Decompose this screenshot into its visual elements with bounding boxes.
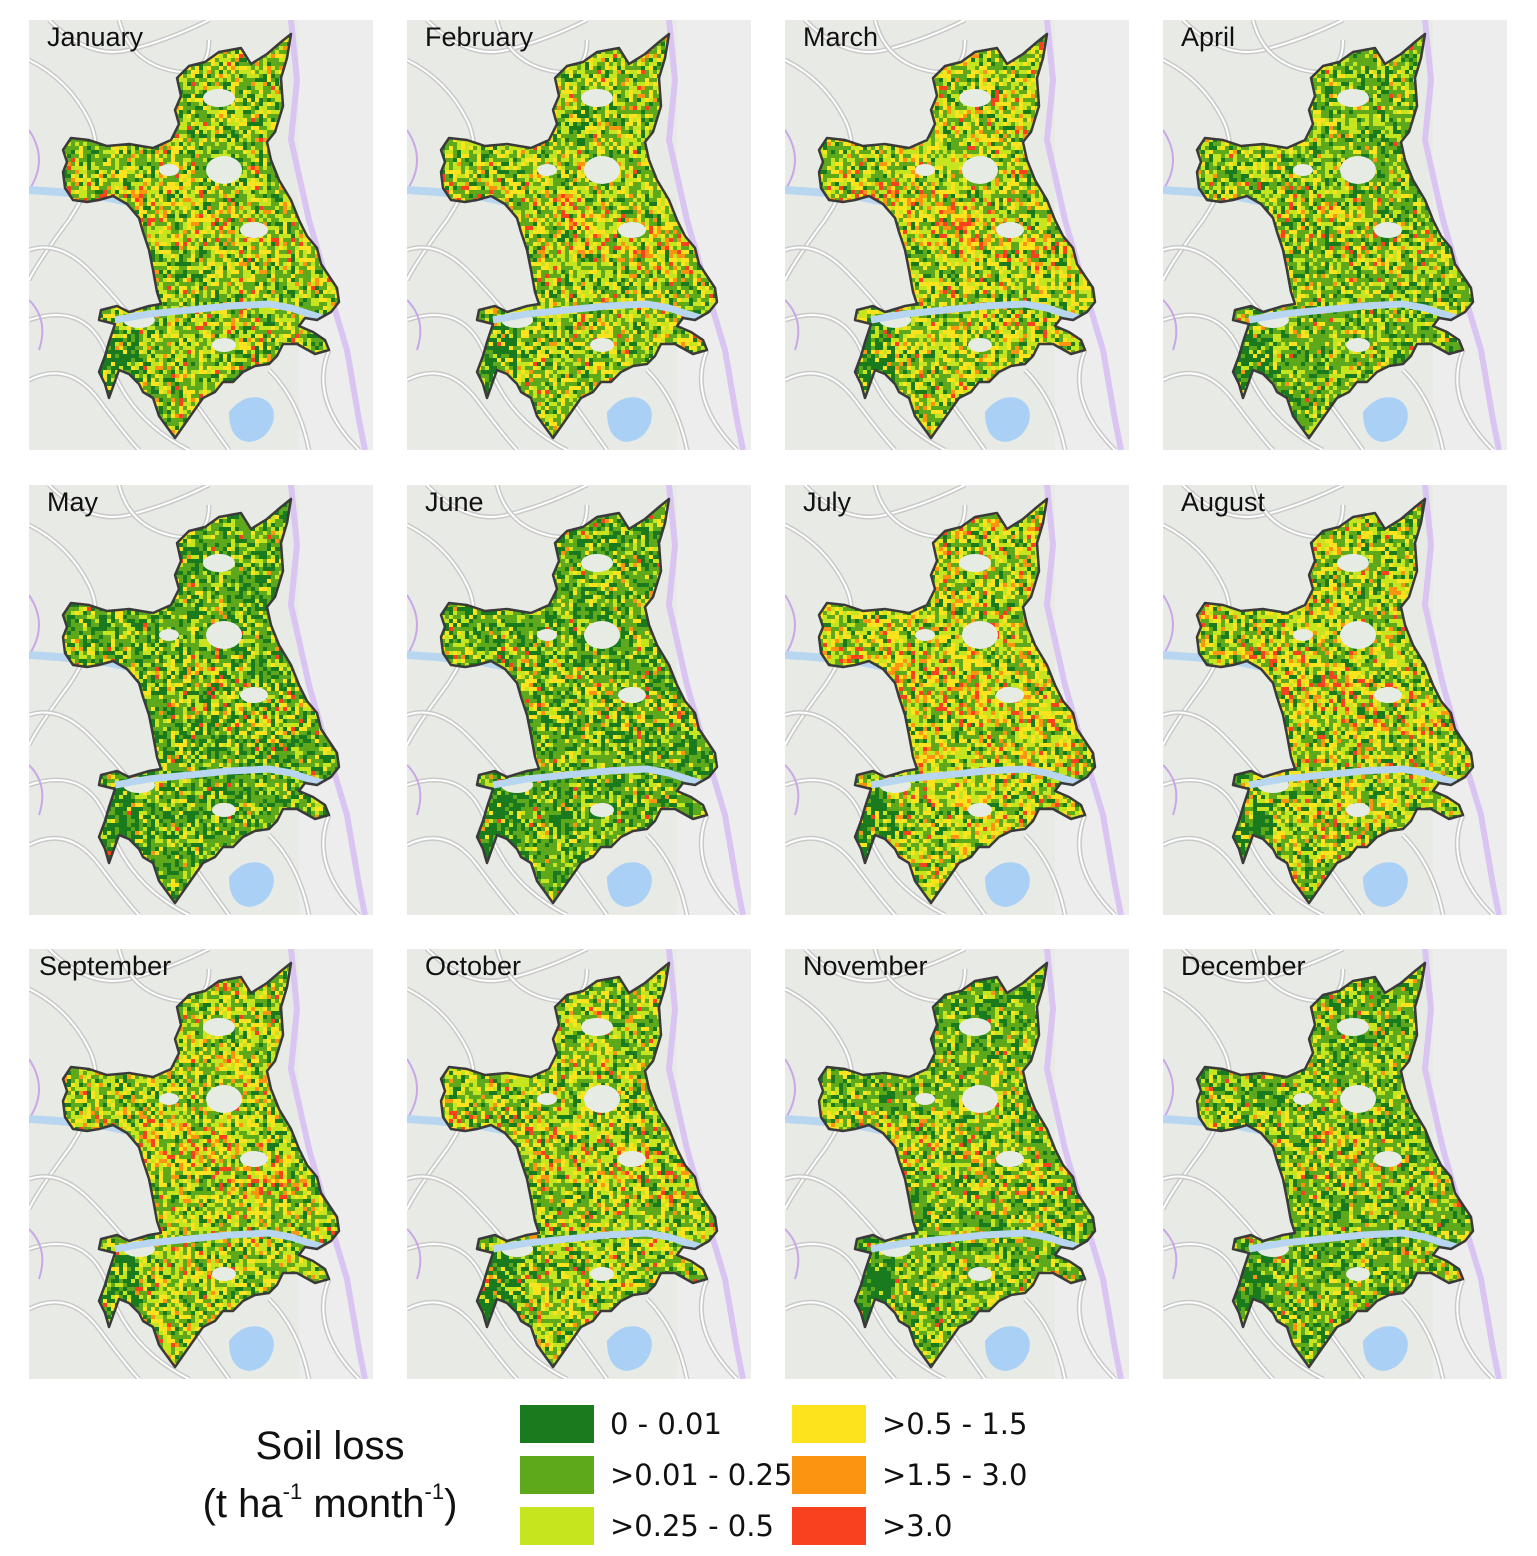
soil-loss-map <box>407 20 751 450</box>
legend-entry-label: >0.25 - 0.5 <box>610 1509 774 1543</box>
legend-entry-label: >3.0 <box>882 1509 952 1543</box>
soil-loss-map <box>29 949 373 1379</box>
map-panel-october: October <box>407 949 751 1379</box>
map-grid: January February March April May June July Augu… <box>0 0 1537 1390</box>
map-panel-january: January <box>29 20 373 450</box>
map-panel-april: April <box>1163 20 1507 450</box>
legend-title: Soil loss (t ha-1 month-1) <box>180 1423 480 1527</box>
legend-swatch <box>520 1456 594 1494</box>
soil-loss-map <box>1163 485 1507 915</box>
panel-label: June <box>425 487 484 518</box>
legend-entry-label: >1.5 - 3.0 <box>882 1458 1027 1492</box>
map-panel-december: December <box>1163 949 1507 1379</box>
soil-loss-map <box>1163 20 1507 450</box>
legend-entry-label: >0.01 - 0.25 <box>610 1458 792 1492</box>
soil-loss-map <box>407 485 751 915</box>
legend-swatch <box>792 1456 866 1494</box>
legend-swatch <box>792 1405 866 1443</box>
legend-swatch <box>520 1507 594 1545</box>
legend-swatch <box>792 1507 866 1545</box>
panel-label: September <box>39 951 171 982</box>
soil-loss-map <box>785 20 1129 450</box>
panel-label: April <box>1181 22 1235 53</box>
soil-loss-map <box>1163 949 1507 1379</box>
map-panel-november: November <box>785 949 1129 1379</box>
soil-loss-map <box>29 485 373 915</box>
legend-title-units: (t ha-1 month-1) <box>180 1469 480 1527</box>
legend-swatch <box>520 1405 594 1443</box>
panel-label: March <box>803 22 878 53</box>
legend-entry-label: 0 - 0.01 <box>610 1407 722 1441</box>
map-panel-july: July <box>785 485 1129 915</box>
panel-label: October <box>425 951 521 982</box>
panel-label: August <box>1181 487 1265 518</box>
map-panel-june: June <box>407 485 751 915</box>
panel-label: February <box>425 22 533 53</box>
map-panel-september: September <box>29 949 373 1379</box>
panel-label: November <box>803 951 928 982</box>
map-panel-march: March <box>785 20 1129 450</box>
panel-label: July <box>803 487 851 518</box>
soil-loss-map <box>785 949 1129 1379</box>
legend: Soil loss (t ha-1 month-1) 0 - 0.01 >0.0… <box>0 1395 1537 1556</box>
map-panel-august: August <box>1163 485 1507 915</box>
soil-loss-map <box>29 20 373 450</box>
map-panel-february: February <box>407 20 751 450</box>
soil-loss-map <box>407 949 751 1379</box>
panel-label: December <box>1181 951 1306 982</box>
map-panel-may: May <box>29 485 373 915</box>
panel-label: January <box>47 22 143 53</box>
legend-entry-label: >0.5 - 1.5 <box>882 1407 1027 1441</box>
soil-loss-map <box>785 485 1129 915</box>
panel-label: May <box>47 487 98 518</box>
legend-title-line1: Soil loss <box>180 1423 480 1469</box>
